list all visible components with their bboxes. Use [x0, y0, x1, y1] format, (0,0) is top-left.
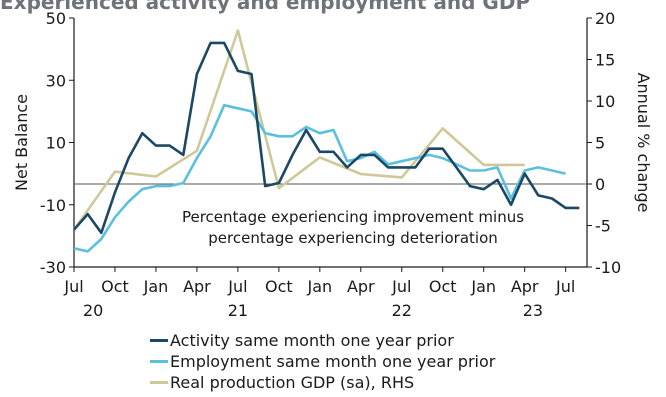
legend: Activity same month one year prior Employ…	[150, 330, 495, 393]
x-year-label: 20	[83, 301, 103, 320]
annotation-line-2: percentage experiencing deterioration	[208, 229, 498, 247]
y2-tick-label: 5	[595, 134, 605, 153]
y2-tick-label: 20	[595, 9, 615, 28]
legend-swatch	[150, 360, 168, 363]
y-tick-label: 10	[46, 134, 66, 153]
y2-axis-label: Annual % change	[634, 73, 653, 213]
y2-tick-label: -10	[595, 258, 621, 277]
series-line-1	[73, 103, 566, 253]
y2-tick-label: 0	[595, 175, 605, 194]
x-tick-label: Jul	[227, 277, 247, 296]
x-tick-label: Jul	[63, 277, 83, 296]
y-axis-label: Net Balance	[12, 94, 31, 191]
x-tick-label: Jul	[555, 277, 575, 296]
x-tick-label: Jan	[306, 277, 332, 296]
series-line-0	[73, 41, 580, 235]
y2-tick-label: 10	[595, 92, 615, 111]
x-tick-label: Jan	[143, 277, 169, 296]
legend-item: Real production GDP (sa), RHS	[150, 372, 495, 393]
y2-tick-label: 15	[595, 51, 615, 70]
x-tick-label: Jan	[470, 277, 496, 296]
x-tick-label: Oct	[429, 277, 457, 296]
y2-tick-label: -5	[595, 217, 611, 236]
legend-item: Activity same month one year prior	[150, 330, 495, 351]
x-tick-label: Oct	[101, 277, 129, 296]
x-tick-label: Apr	[511, 277, 539, 296]
y-tick-label: -10	[40, 196, 66, 215]
legend-swatch	[150, 381, 168, 384]
legend-label: Real production GDP (sa), RHS	[170, 373, 415, 392]
chart-title: Experienced activity and employment and …	[0, 0, 531, 14]
legend-swatch	[150, 339, 168, 342]
x-tick-label: Oct	[265, 277, 293, 296]
series-line-2	[72, 29, 525, 231]
legend-label: Employment same month one year prior	[170, 352, 496, 371]
y-tick-label: -30	[40, 258, 66, 277]
y-tick-label: 30	[46, 71, 66, 90]
x-year-label: 22	[392, 301, 412, 320]
y-tick-label: 50	[46, 9, 66, 28]
legend-item: Employment same month one year prior	[150, 351, 495, 372]
x-tick-label: Apr	[347, 277, 375, 296]
legend-label: Activity same month one year prior	[170, 331, 454, 350]
x-tick-label: Jul	[391, 277, 411, 296]
x-tick-label: Apr	[183, 277, 211, 296]
x-year-label: 21	[228, 301, 248, 320]
annotation-line-1: Percentage experiencing improvement minu…	[182, 208, 524, 226]
x-year-label: 23	[523, 301, 543, 320]
